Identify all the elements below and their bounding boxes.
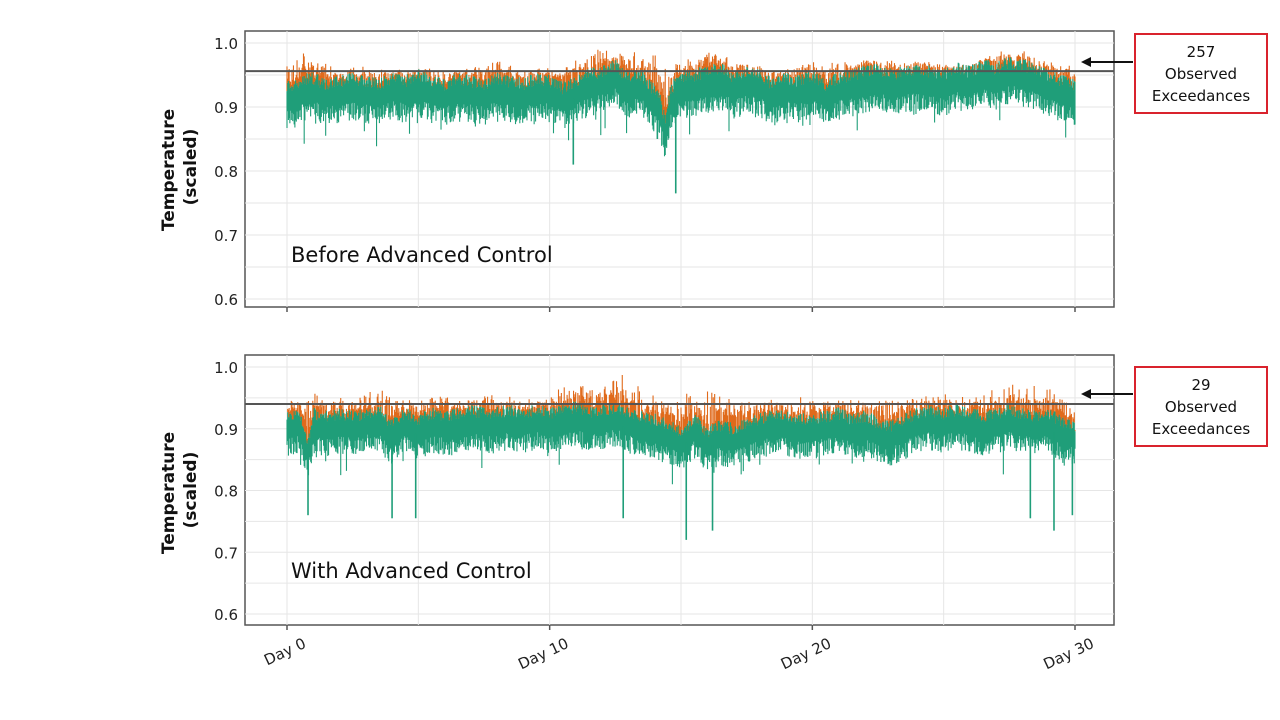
- exceedance-count: 257: [1186, 42, 1216, 61]
- y-tick-label: 0.9: [214, 421, 238, 439]
- x-tick-label: Day 0: [261, 634, 308, 669]
- series-before-advanced-control: [286, 375, 1076, 444]
- bottom-panel: 1.00.90.80.70.6 Day 0 Day 10 Day 20 Day 30 …: [159, 354, 1133, 673]
- y-tick-labels: 1.0 0.9 0.8 0.7 0.6: [214, 359, 238, 624]
- exceedance-label-line1: Observed: [1164, 397, 1238, 416]
- x-tick-label: Day 30: [1041, 634, 1097, 673]
- series-with-advanced-control: [286, 57, 1076, 157]
- callout-arrowhead: [1081, 389, 1091, 399]
- x-tick-marks: [286, 307, 1076, 312]
- exceedance-callout-after: 29 Observed Exceedances: [1134, 366, 1268, 447]
- panel-label: With Advanced Control: [291, 559, 532, 583]
- callout-arrowhead: [1081, 57, 1091, 67]
- x-tick-label: Day 10: [515, 634, 571, 673]
- y-tick-label: 1.0: [214, 359, 238, 377]
- y-tick-label: 0.9: [214, 99, 238, 117]
- y-tick-label: 1.0: [214, 35, 238, 53]
- series-with-advanced-control: [286, 401, 1076, 485]
- exceedance-label-line2: Exceedances: [1151, 86, 1251, 105]
- y-axis-title-line2: (scaled): [181, 452, 201, 529]
- x-tick-label: Day 20: [778, 634, 834, 673]
- y-tick-label: 0.7: [214, 544, 238, 562]
- y-axis-title-line1: Temperature: [159, 432, 179, 554]
- series-group: [286, 375, 1076, 540]
- y-tick-label: 0.8: [214, 483, 238, 501]
- y-axis-title-line2: (scaled): [181, 129, 201, 206]
- y-axis-title: Temperature (scaled): [159, 426, 201, 554]
- y-axis-title-line1: Temperature: [159, 109, 179, 231]
- series-group: [286, 49, 1076, 194]
- exceedance-callout-before: 257 Observed Exceedances: [1134, 33, 1268, 114]
- exceedance-label-line2: Exceedances: [1151, 419, 1251, 438]
- exceedance-count: 29: [1191, 375, 1211, 394]
- y-tick-label: 0.6: [214, 291, 238, 309]
- y-tick-label: 0.7: [214, 227, 238, 245]
- exceedance-label-line1: Observed: [1164, 64, 1238, 83]
- top-panel: 1.00.90.80.70.6 Before Advanced Control …: [159, 30, 1133, 312]
- x-tick-labels: Day 0 Day 10 Day 20 Day 30: [261, 625, 1097, 673]
- y-tick-label: 0.6: [214, 606, 238, 624]
- panel-label: Before Advanced Control: [291, 243, 553, 267]
- y-axis-title: Temperature (scaled): [159, 103, 201, 231]
- y-tick-label: 0.8: [214, 163, 238, 181]
- y-tick-labels: 1.0 0.9 0.8 0.7 0.6: [214, 35, 238, 309]
